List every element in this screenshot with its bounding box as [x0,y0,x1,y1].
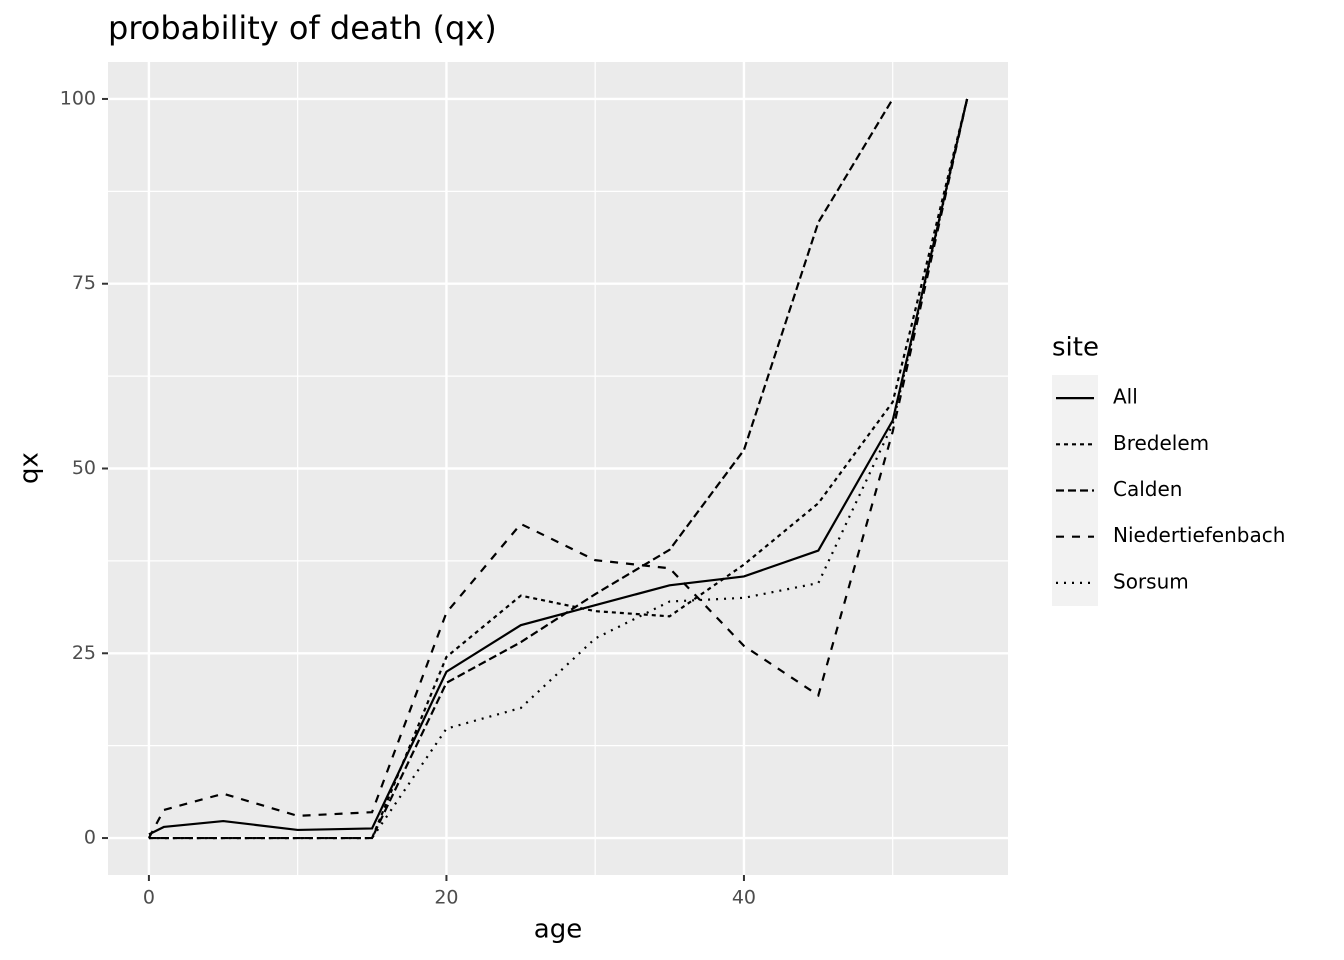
legend-label: All [1113,385,1138,409]
chart-title: probability of death (qx) [108,9,497,47]
legend-label: Calden [1113,477,1182,501]
series-line [148,98,969,836]
series-line [148,98,969,840]
series-line [147,98,969,839]
x-tick-label: 20 [434,887,458,909]
x-tick-label: 0 [143,887,155,909]
legend-label: Sorsum [1113,569,1189,593]
y-axis-label: qx [15,452,45,484]
y-tick-label: 25 [72,642,96,664]
y-tick-label: 100 [60,87,96,109]
legend-label: Niedertiefenbach [1113,523,1285,547]
y-tick-label: 50 [72,457,96,479]
y-tick-label: 75 [72,272,96,294]
x-tick-label: 40 [732,887,756,909]
legend-title: site [1052,333,1099,363]
x-axis-label: age [534,915,582,945]
legend-label: Bredelem [1113,431,1209,455]
y-tick-label: 0 [84,827,96,849]
